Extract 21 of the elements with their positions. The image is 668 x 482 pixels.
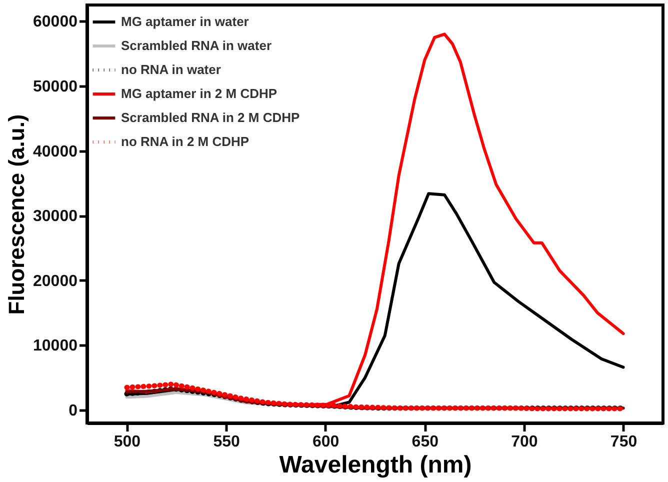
y-tick-label: 20000 bbox=[33, 272, 78, 290]
y-tick-label: 30000 bbox=[33, 208, 78, 226]
x-tick-label: 650 bbox=[412, 434, 439, 450]
x-tick-label: 600 bbox=[312, 434, 340, 450]
y-tick-label: 50000 bbox=[33, 78, 78, 96]
x-tick-label: 550 bbox=[213, 434, 240, 450]
legend-label: MG aptamer in water bbox=[121, 14, 249, 29]
legend-label: no RNA in water bbox=[121, 62, 221, 77]
x-tick-label: 700 bbox=[511, 434, 538, 450]
legend-label: Scrambled RNA in water bbox=[121, 38, 272, 53]
x-tick-label: 500 bbox=[114, 434, 141, 450]
y-tick-label: 0 bbox=[68, 402, 78, 420]
legend-label: MG aptamer in 2 M CDHP bbox=[121, 86, 278, 101]
y-tick-label: 40000 bbox=[33, 143, 78, 160]
y-axis-title: Fluorescence (a.u.) bbox=[4, 114, 30, 315]
legend-label: Scrambled RNA in 2 M CDHP bbox=[121, 110, 300, 125]
x-axis-title: Wavelength (nm) bbox=[279, 452, 472, 478]
y-tick-label: 60000 bbox=[33, 14, 78, 31]
x-tick-label: 750 bbox=[610, 434, 638, 450]
y-tick-label: 10000 bbox=[33, 338, 78, 355]
legend-label: no RNA in 2 M CDHP bbox=[121, 134, 250, 149]
